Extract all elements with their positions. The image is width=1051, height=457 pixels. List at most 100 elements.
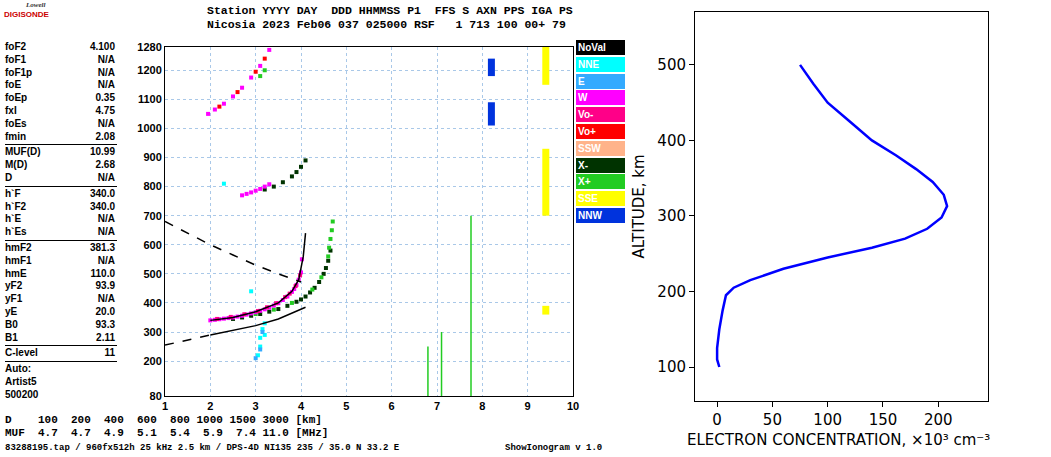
svg-text:1000: 1000 bbox=[137, 122, 161, 134]
html-text:4.75: 4.75 bbox=[95, 105, 115, 116]
svg-text:700: 700 bbox=[143, 210, 161, 222]
html-text:h`E: h`E bbox=[5, 213, 22, 225]
html-text:D 100 200 400 600 800 1000 150: D 100 200 400 600 800 1000 1500 3000 [km… bbox=[5, 414, 322, 426]
html-text:20.0: 20.0 bbox=[95, 306, 115, 317]
html-text:340.0: 340.0 bbox=[90, 187, 115, 199]
html-text:Vo+: Vo+ bbox=[578, 126, 596, 137]
svg-text:50: 50 bbox=[763, 411, 782, 429]
svg-text:100: 100 bbox=[657, 358, 686, 376]
html-text:N/A: N/A bbox=[97, 254, 115, 266]
svg-text:6: 6 bbox=[389, 400, 395, 412]
svg-text:500: 500 bbox=[657, 56, 686, 74]
html-text:yF2: yF2 bbox=[5, 280, 23, 292]
svg-text:9: 9 bbox=[525, 400, 531, 412]
html-text:83288195.tap / 960fx512h 25 kH: 83288195.tap / 960fx512h 25 kHz 2.5 km /… bbox=[5, 443, 400, 453]
svg-text:8: 8 bbox=[479, 400, 485, 412]
svg-text:0: 0 bbox=[712, 411, 722, 429]
html-text:SSW: SSW bbox=[578, 142, 601, 154]
html-text:500200: 500200 bbox=[5, 388, 39, 400]
svg-text:900: 900 bbox=[143, 151, 161, 163]
svg-text:200: 200 bbox=[657, 283, 686, 301]
html-text:Artist5: Artist5 bbox=[5, 376, 37, 387]
svg-text:80: 80 bbox=[150, 390, 162, 402]
html-text:N/A: N/A bbox=[97, 213, 115, 225]
html-text:Nicosia 2023 Feb06 037 025000: Nicosia 2023 Feb06 037 025000 RSF 1 713 … bbox=[207, 18, 566, 31]
svg-text:300: 300 bbox=[143, 326, 161, 338]
svg-text:400: 400 bbox=[143, 297, 161, 309]
svg-text:200: 200 bbox=[143, 355, 161, 367]
svg-text:ELECTRON CONCENTRATION, ×10³ c: ELECTRON CONCENTRATION, ×10³ cm⁻³ bbox=[687, 431, 990, 449]
html-text:W: W bbox=[578, 92, 588, 104]
svg-text:2: 2 bbox=[207, 400, 213, 412]
html-text:foF1: foF1 bbox=[5, 53, 27, 65]
html-text:yF1: yF1 bbox=[5, 293, 23, 305]
html-text:93.3: 93.3 bbox=[95, 318, 115, 330]
svg-text:4: 4 bbox=[298, 400, 305, 412]
html-text:0.35: 0.35 bbox=[95, 92, 115, 104]
html-text:340.0: 340.0 bbox=[90, 200, 115, 212]
svg-text:5: 5 bbox=[343, 400, 349, 412]
svg-text:100: 100 bbox=[813, 411, 842, 429]
html-text:foEp: foEp bbox=[5, 92, 28, 104]
html-text:NNW: NNW bbox=[578, 210, 602, 221]
html-text:B0: B0 bbox=[5, 318, 18, 330]
html-text:11: 11 bbox=[104, 347, 115, 359]
html-text:foE: foE bbox=[5, 79, 22, 91]
html-text:MUF(D): MUF(D) bbox=[5, 146, 41, 158]
html-text:hmE: hmE bbox=[5, 267, 27, 279]
svg-text:150: 150 bbox=[869, 411, 898, 429]
svg-text:1200: 1200 bbox=[137, 64, 161, 76]
html-text:N/A: N/A bbox=[97, 172, 115, 183]
svg-text:500: 500 bbox=[143, 268, 161, 280]
html-text:Vo-: Vo- bbox=[578, 109, 594, 121]
svg-text:200: 200 bbox=[924, 411, 953, 429]
html-text:X+: X+ bbox=[578, 176, 591, 188]
html-text:N/A: N/A bbox=[97, 66, 115, 78]
html-text:2.08: 2.08 bbox=[95, 130, 115, 142]
html-text:93.9: 93.9 bbox=[95, 280, 115, 292]
html-text:381.3: 381.3 bbox=[90, 242, 115, 253]
html-text:C-level: C-level bbox=[5, 347, 38, 359]
svg-text:600: 600 bbox=[143, 239, 161, 251]
html-text:N/A: N/A bbox=[97, 293, 115, 305]
svg-text:400: 400 bbox=[657, 132, 686, 150]
html-text:fxI: fxI bbox=[5, 105, 17, 116]
html-text:h`F: h`F bbox=[5, 187, 21, 199]
html-text:SSE: SSE bbox=[578, 193, 598, 205]
html-text:10.99: 10.99 bbox=[90, 146, 115, 158]
html-text:hmF2: hmF2 bbox=[5, 242, 32, 253]
html-text:h`Es: h`Es bbox=[5, 226, 27, 238]
html-text:Station YYYY DAY DDD HHMMSS P1: Station YYYY DAY DDD HHMMSS P1 FFS S AXN… bbox=[207, 4, 573, 17]
html-text:MUF 4.7 4.7 4.9 5.1 5.4 5.9 7.: MUF 4.7 4.7 4.9 5.1 5.4 5.9 7.4 11.0 [MH… bbox=[5, 427, 329, 439]
html-text:X-: X- bbox=[578, 159, 588, 171]
html-text:B1: B1 bbox=[5, 331, 18, 343]
html-text:fmin: fmin bbox=[5, 130, 27, 142]
svg-text:ALTITUDE, km: ALTITUDE, km bbox=[630, 154, 648, 258]
svg-text:10: 10 bbox=[567, 400, 579, 412]
svg-text:1100: 1100 bbox=[138, 93, 162, 105]
html-text:yE: yE bbox=[5, 306, 18, 317]
html-text:M(D): M(D) bbox=[5, 159, 28, 171]
html-text:Auto:: Auto: bbox=[5, 363, 32, 375]
html-text:2.68: 2.68 bbox=[95, 159, 115, 171]
svg-text:3: 3 bbox=[253, 400, 259, 412]
html-text:NoVal: NoVal bbox=[578, 42, 606, 53]
svg-text:1: 1 bbox=[162, 400, 168, 412]
html-text:foF2: foF2 bbox=[5, 41, 27, 52]
html-text:110.0: 110.0 bbox=[90, 267, 115, 279]
svg-text:1280: 1280 bbox=[137, 41, 161, 53]
html-text:foF1p: foF1p bbox=[5, 66, 33, 78]
html-text:foEs: foEs bbox=[5, 117, 27, 129]
html-text:N/A: N/A bbox=[97, 79, 115, 91]
svg-text:800: 800 bbox=[143, 180, 161, 192]
html-text:N/A: N/A bbox=[97, 226, 115, 238]
html-text:NNE: NNE bbox=[578, 58, 600, 70]
svg-text:7: 7 bbox=[434, 400, 440, 412]
html-text:4.100: 4.100 bbox=[90, 41, 115, 52]
html-text:hmF1: hmF1 bbox=[5, 254, 32, 266]
html-text:N/A: N/A bbox=[97, 53, 115, 65]
html-text:2.11: 2.11 bbox=[96, 331, 115, 343]
html-text:h`F2: h`F2 bbox=[5, 200, 27, 212]
html-text:N/A: N/A bbox=[97, 117, 115, 129]
svg-text:300: 300 bbox=[657, 207, 686, 225]
